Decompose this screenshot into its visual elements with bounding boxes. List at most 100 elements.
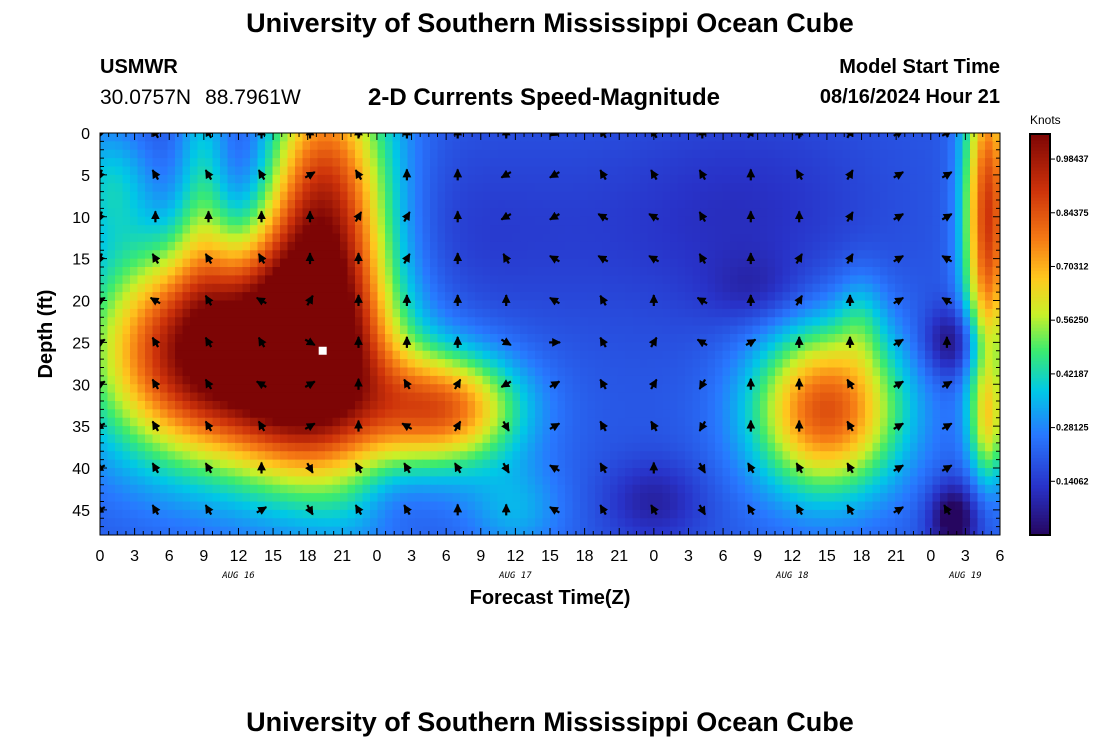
heatmap-cell: [317, 476, 326, 486]
heatmap-cell: [167, 292, 176, 302]
heatmap-cell: [760, 275, 769, 285]
heatmap-cell: [520, 308, 529, 318]
heatmap-cell: [535, 417, 544, 427]
heatmap-cell: [745, 317, 754, 327]
heatmap-cell: [572, 166, 581, 176]
heatmap-cell: [250, 401, 259, 410]
heatmap-cell: [647, 225, 656, 235]
heatmap-cell: [437, 283, 446, 293]
heatmap-cell: [910, 392, 919, 402]
heatmap-cell: [115, 468, 124, 477]
heatmap-cell: [647, 141, 656, 151]
heatmap-cell: [782, 225, 791, 235]
heatmap-cell: [692, 267, 701, 276]
heatmap-cell: [662, 241, 671, 251]
heatmap-cell: [670, 451, 679, 461]
heatmap-cell: [580, 174, 589, 184]
heatmap-cell: [167, 200, 176, 209]
heatmap-cell: [730, 208, 739, 218]
heatmap-cell: [932, 359, 941, 369]
heatmap-cell: [715, 325, 724, 335]
heatmap-cell: [100, 191, 109, 201]
heatmap-cell: [737, 317, 746, 327]
heatmap-cell: [430, 166, 439, 176]
heatmap-cell: [775, 216, 784, 226]
heatmap-cell: [557, 451, 566, 461]
heatmap-cell: [730, 442, 739, 452]
heatmap-cell: [745, 149, 754, 159]
heatmap-cell: [370, 409, 379, 419]
heatmap-cell: [100, 258, 109, 268]
heatmap-cell: [407, 216, 416, 226]
heatmap-cell: [595, 342, 604, 352]
heatmap-cell: [602, 350, 611, 360]
heatmap-cell: [910, 367, 919, 377]
heatmap-cell: [392, 392, 401, 402]
heatmap-cell: [572, 375, 581, 385]
heatmap-cell: [887, 300, 896, 310]
heatmap-cell: [527, 308, 536, 318]
heatmap-cell: [887, 308, 896, 318]
heatmap-cell: [385, 241, 394, 251]
heatmap-cell: [460, 417, 469, 427]
heatmap-cell: [310, 434, 319, 444]
heatmap-cell: [730, 468, 739, 477]
heatmap-cell: [962, 375, 971, 385]
heatmap-cell: [572, 292, 581, 302]
heatmap-cell: [902, 141, 911, 151]
heatmap-cell: [610, 283, 619, 293]
heatmap-cell: [235, 149, 244, 159]
heatmap-cell: [115, 384, 124, 394]
heatmap-cell: [857, 183, 866, 193]
heatmap-cell: [257, 283, 266, 293]
heatmap-cell: [580, 233, 589, 243]
heatmap-cell: [947, 250, 956, 260]
heatmap-cell: [835, 174, 844, 184]
heatmap-cell: [925, 308, 934, 318]
heatmap-cell: [377, 468, 386, 477]
heatmap-cell: [452, 191, 461, 201]
heatmap-cell: [265, 149, 274, 159]
heatmap-cell: [167, 468, 176, 477]
heatmap-cell: [902, 350, 911, 360]
heatmap-cell: [122, 426, 131, 436]
heatmap-cell: [820, 334, 829, 343]
heatmap-cell: [422, 283, 431, 293]
heatmap-cell: [310, 325, 319, 335]
heatmap-cell: [805, 275, 814, 285]
heatmap-cell: [572, 149, 581, 159]
heatmap-cell: [865, 409, 874, 419]
heatmap-cell: [415, 191, 424, 201]
heatmap-cell: [812, 149, 821, 159]
heatmap-cell: [145, 350, 154, 360]
heatmap-cell: [887, 141, 896, 151]
heatmap-cell: [812, 317, 821, 327]
heatmap-cell: [872, 267, 881, 276]
heatmap-cell: [197, 141, 206, 151]
heatmap-cell: [167, 334, 176, 343]
heatmap-cell: [595, 275, 604, 285]
heatmap-cell: [407, 283, 416, 293]
heatmap-cell: [467, 200, 476, 209]
heatmap-cell: [347, 292, 356, 302]
heatmap-cell: [385, 342, 394, 352]
heatmap-cell: [707, 283, 716, 293]
heatmap-cell: [227, 133, 236, 142]
heatmap-cell: [715, 359, 724, 369]
heatmap-cell: [880, 367, 889, 377]
heatmap-cell: [400, 149, 409, 159]
heatmap-cell: [722, 166, 731, 176]
heatmap-cell: [415, 459, 424, 469]
heatmap-cell: [145, 267, 154, 276]
heatmap-cell: [317, 434, 326, 444]
heatmap-cell: [355, 350, 364, 360]
heatmap-cell: [910, 141, 919, 151]
heatmap-cell: [497, 158, 506, 168]
heatmap-cell: [872, 384, 881, 394]
heatmap-cell: [175, 149, 184, 159]
heatmap-cell: [805, 208, 814, 218]
heatmap-cell: [962, 308, 971, 318]
heatmap-cell: [212, 283, 221, 293]
heatmap-cell: [580, 476, 589, 486]
heatmap-cell: [962, 426, 971, 436]
